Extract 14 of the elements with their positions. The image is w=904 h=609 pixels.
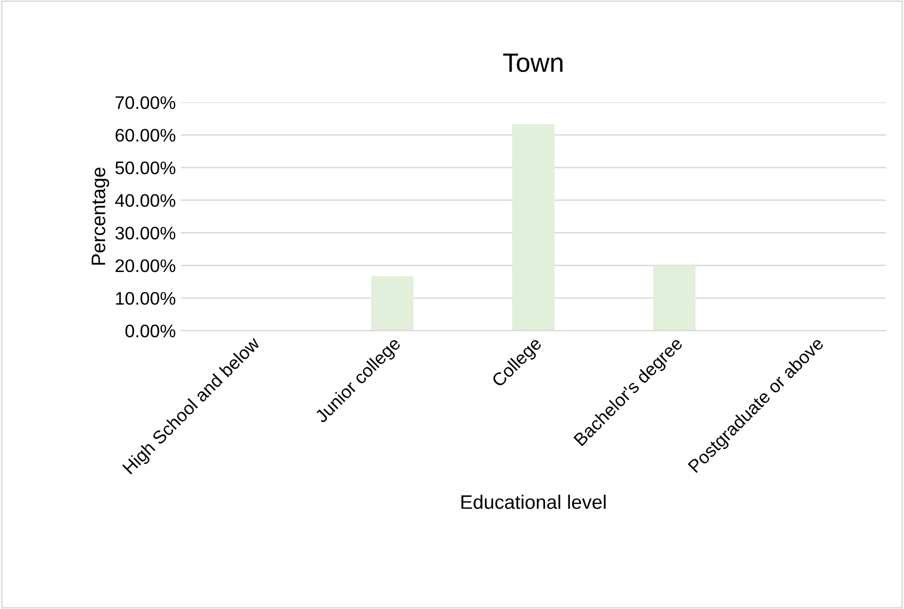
y-tick-label: 70.00% [116,96,176,110]
x-axis-title: Educational level [461,494,606,509]
bar [653,265,696,331]
bar [371,276,414,331]
y-tick-label: 20.00% [116,259,176,272]
chart-title: Town [503,54,562,72]
y-tick-label: 50.00% [115,161,176,174]
y-tick-label: 0.00% [125,324,176,338]
y-tick-label: 40.00% [115,194,176,207]
y-tick-label: 60.00% [116,128,176,142]
y-tick-label: 10.00% [116,292,176,305]
y-axis-title: Percentage [92,168,110,265]
bar [512,124,555,331]
y-tick-label: 30.00% [115,226,176,240]
